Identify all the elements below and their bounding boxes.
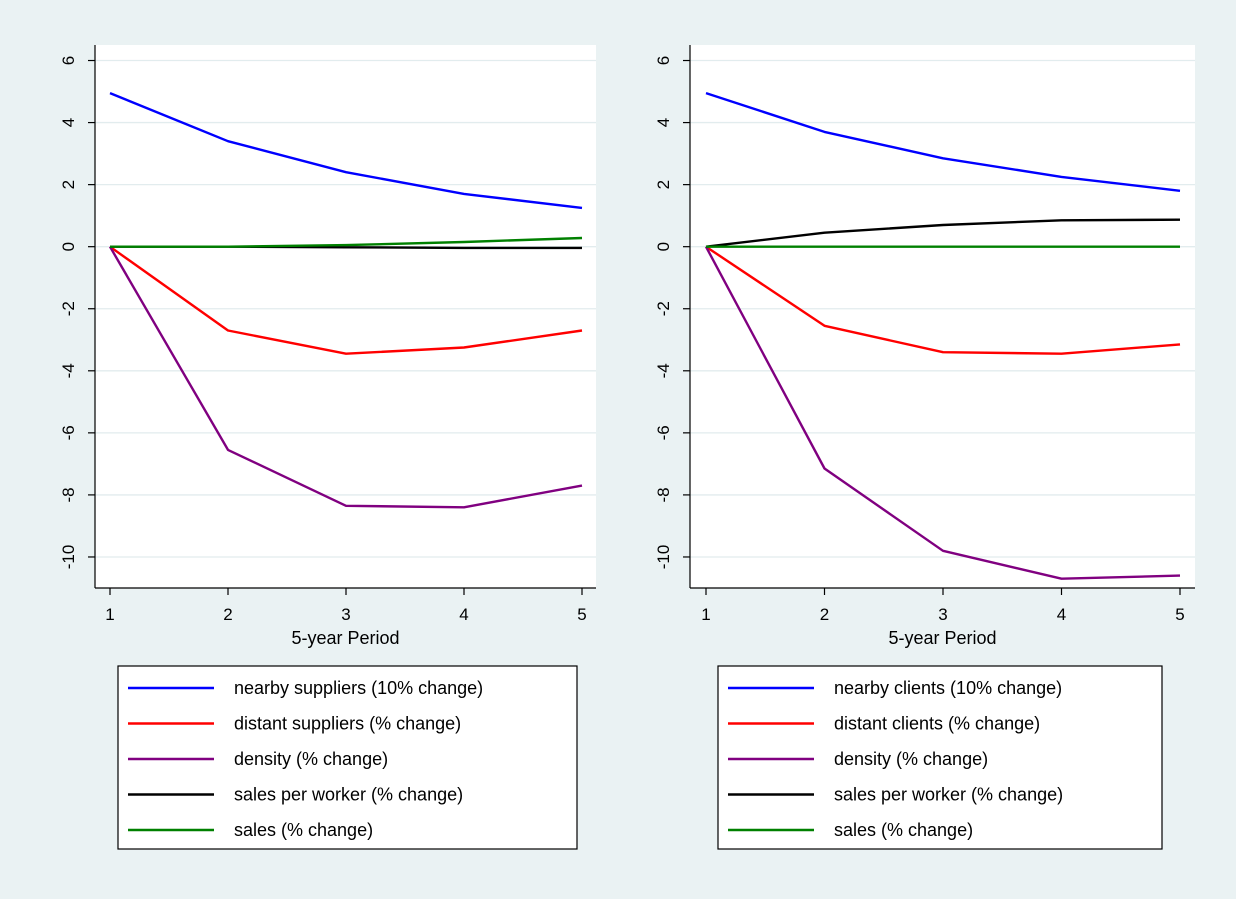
left-legend-label: density (% change) — [234, 749, 388, 769]
right-x-axis-label: 5-year Period — [888, 628, 996, 648]
right-axes: 6 4 2 0 -2 -4 -6 -8 -10 1 2 3 4 5 — [654, 45, 1195, 624]
right-legend-label: sales (% change) — [834, 820, 973, 840]
left-x-axis-label: 5-year Period — [291, 628, 399, 648]
left-x-tick-label: 5 — [577, 605, 586, 624]
right-legend-label: nearby clients (10% change) — [834, 678, 1062, 698]
left-series-line-5 — [110, 236, 583, 248]
right-x-tick-label: 5 — [1175, 605, 1184, 624]
left-y-tick-label: -6 — [59, 425, 78, 440]
left-y-tick-label: 6 — [59, 56, 78, 65]
left-legend-label: distant suppliers (% change) — [234, 714, 461, 734]
right-y-tick-label: -8 — [654, 487, 673, 502]
left-chart-panel: 6 4 2 0 -2 -4 -6 -8 -10 1 2 3 4 5 5-year Period nearb… — [59, 45, 596, 850]
right-legend: nearby clients (10% change) distant clien… — [717, 665, 1163, 850]
right-chart-panel: 6 4 2 0 -2 -4 -6 -8 -10 1 2 3 4 5 5-year Period nearb… — [654, 45, 1195, 850]
left-y-tick-label: -10 — [59, 545, 78, 570]
right-legend-label: density (% change) — [834, 749, 988, 769]
right-y-tick-label: 0 — [654, 242, 673, 251]
right-legend-label: distant clients (% change) — [834, 714, 1040, 734]
right-y-tick-label: 4 — [654, 118, 673, 127]
left-series-line-2 — [109, 245, 583, 355]
right-y-tick-label: -6 — [654, 425, 673, 440]
right-series-line-4 — [705, 218, 1181, 248]
right-series — [704, 91, 1181, 580]
right-series-line-1 — [705, 91, 1181, 192]
left-y-tick-label: 2 — [59, 180, 78, 189]
right-x-tick-label: 2 — [820, 605, 829, 624]
right-series-line-2 — [705, 245, 1181, 355]
left-x-tick-label: 3 — [341, 605, 350, 624]
right-y-tick-label: -4 — [654, 363, 673, 378]
left-legend-box — [117, 665, 578, 850]
left-series-line-1 — [109, 91, 583, 210]
left-y-tick-label: -4 — [59, 363, 78, 378]
right-x-tick-label: 1 — [701, 605, 710, 624]
left-legend-label: sales per worker (% change) — [234, 785, 463, 805]
right-plot-area — [690, 45, 1195, 588]
right-x-tick-label: 3 — [938, 605, 947, 624]
left-legend: nearby suppliers (10% change) distant sup… — [117, 665, 578, 850]
left-grid — [95, 59, 596, 558]
right-y-tick-label: -10 — [654, 545, 673, 570]
right-y-tick-label: 2 — [654, 180, 673, 189]
left-y-tick-label: -2 — [59, 301, 78, 316]
right-legend-label: sales per worker (% change) — [834, 785, 1063, 805]
left-series-line-3 — [108, 246, 583, 509]
right-y-tick-label: -2 — [654, 301, 673, 316]
left-x-tick-label: 2 — [223, 605, 232, 624]
left-y-tick-label: 0 — [59, 242, 78, 251]
left-legend-label: nearby suppliers (10% change) — [234, 678, 483, 698]
left-y-tick-label: -8 — [59, 487, 78, 502]
left-x-tick-label: 4 — [459, 605, 468, 624]
right-series-line-3 — [704, 246, 1181, 580]
left-axes: 6 4 2 0 -2 -4 -6 -8 -10 1 2 3 4 5 — [59, 45, 596, 624]
right-legend-box — [717, 665, 1163, 850]
right-y-tick-label: 6 — [654, 56, 673, 65]
left-series — [108, 91, 583, 509]
left-x-tick-label: 1 — [105, 605, 114, 624]
right-x-tick-label: 4 — [1057, 605, 1066, 624]
left-legend-label: sales (% change) — [234, 820, 373, 840]
left-y-tick-label: 4 — [59, 118, 78, 127]
